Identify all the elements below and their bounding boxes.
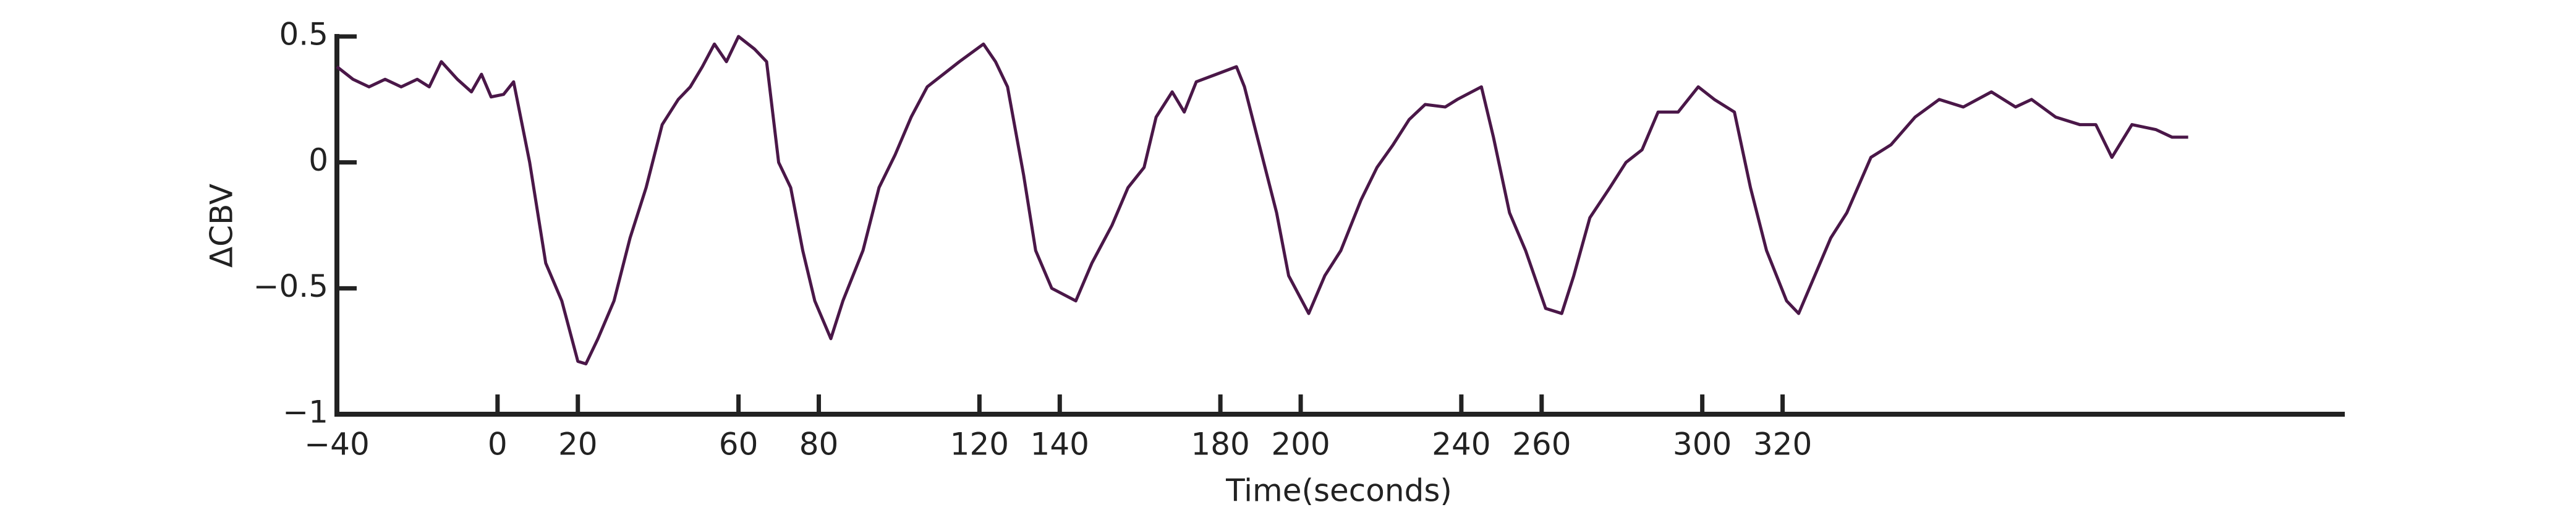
x-tick-label: 320 [1753, 427, 1812, 462]
x-tick-label: 80 [799, 427, 839, 462]
x-tick-label: 120 [950, 427, 1009, 462]
x-tick-label: 300 [1673, 427, 1732, 462]
x-tick-label: 200 [1271, 427, 1330, 462]
x-tick-label: −40 [304, 427, 370, 462]
x-tick-label: 20 [558, 427, 598, 462]
x-tick-label: 260 [1512, 427, 1571, 462]
y-tick-label: −0.5 [253, 268, 328, 304]
x-tick-label: 0 [488, 427, 508, 462]
x-axis-label: Time(seconds) [1225, 473, 1452, 509]
y-tick-label: −1 [283, 394, 328, 430]
y-tick-label: 0 [308, 142, 328, 178]
x-tick-label: 140 [1031, 427, 1089, 462]
data-line [336, 35, 2188, 366]
x-tick-label: 180 [1191, 427, 1249, 462]
x-tick-label: 60 [719, 427, 759, 462]
y-tick-label: 0.5 [279, 17, 328, 53]
x-tick-label: 240 [1432, 427, 1490, 462]
y-axis-label: ΔCBV [204, 184, 240, 268]
